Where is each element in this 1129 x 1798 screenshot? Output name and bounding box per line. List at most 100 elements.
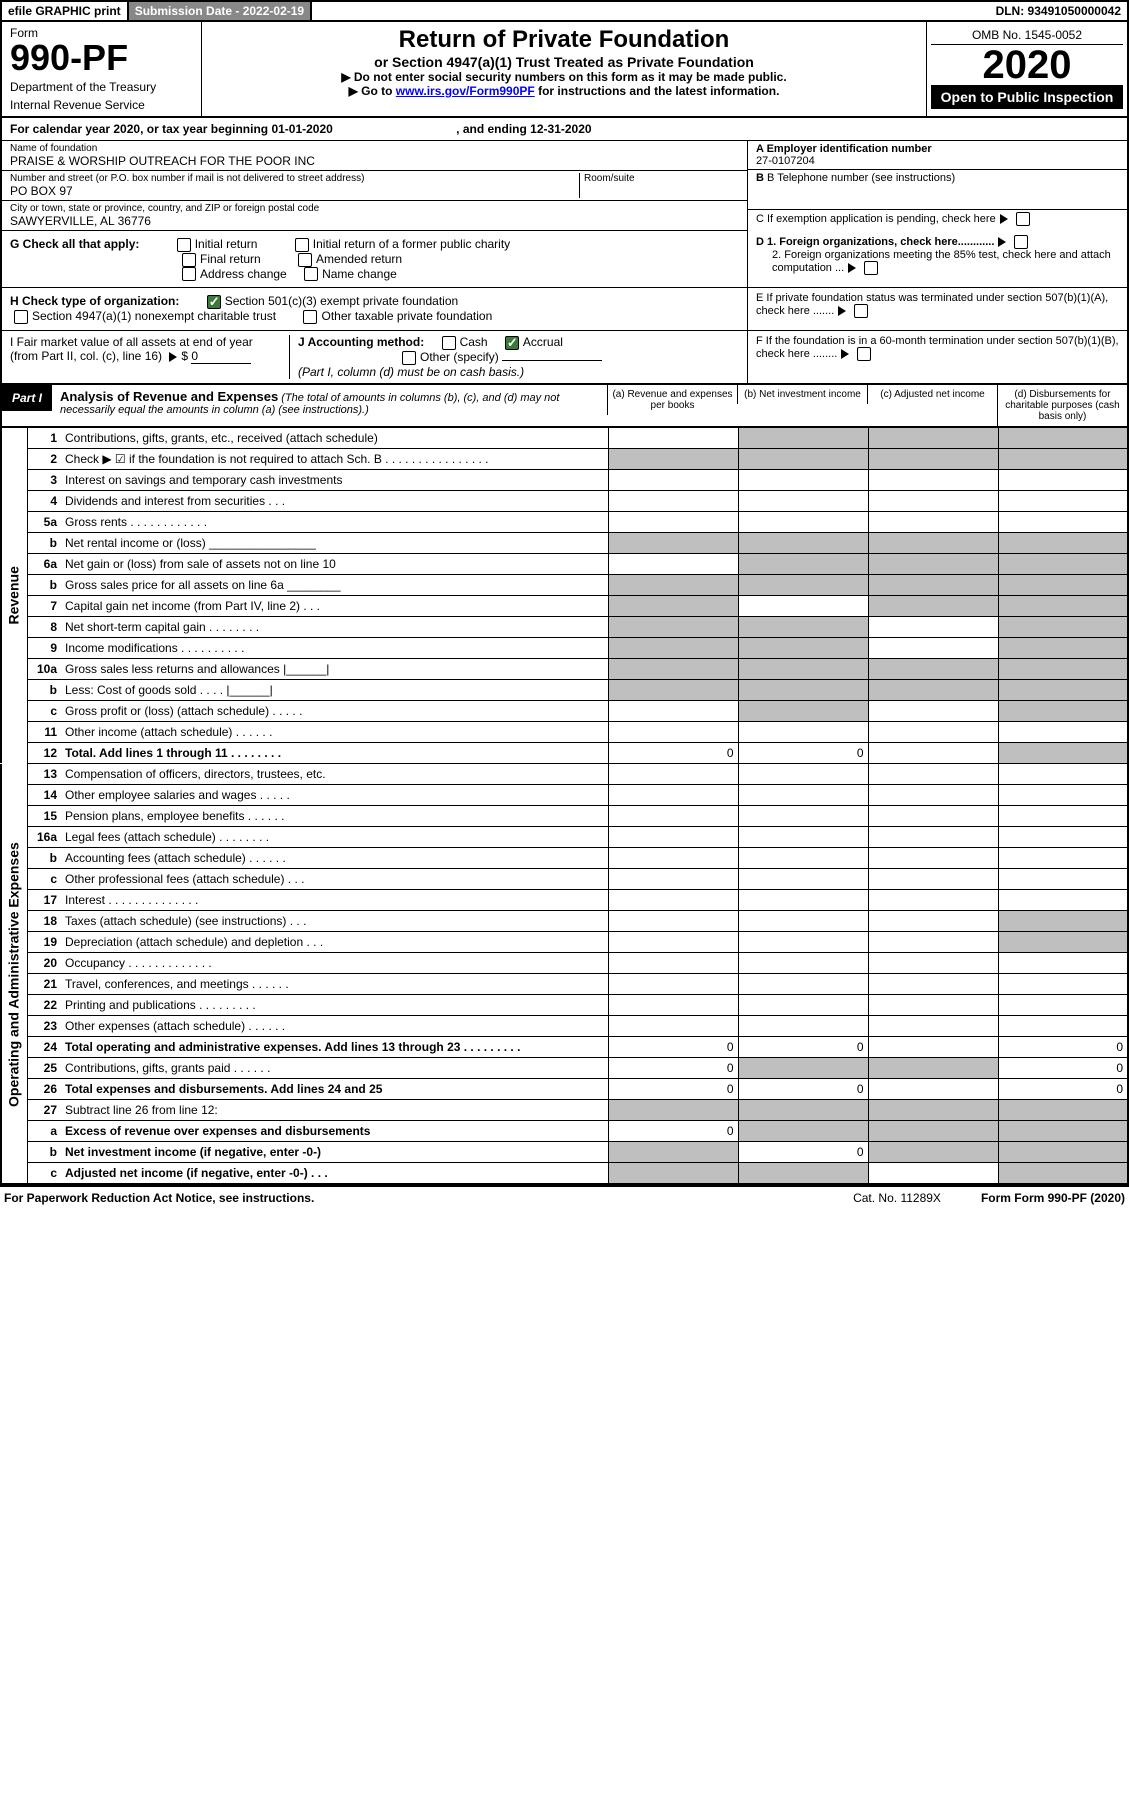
line-number: 3 [27,469,61,490]
line-desc: Dividends and interest from securities .… [61,490,608,511]
cell-c [868,448,998,469]
table-row: 8Net short-term capital gain . . . . . .… [1,616,1128,637]
h-501c3-checkbox[interactable] [207,295,221,309]
line-desc: Interest . . . . . . . . . . . . . . [61,889,608,910]
cell-d [998,952,1128,973]
cell-b [738,700,868,721]
col-a-header: (a) Revenue and expenses per books [607,385,737,415]
f-checkbox[interactable] [857,347,871,361]
h-4947-checkbox[interactable] [14,310,28,324]
cell-c [868,784,998,805]
table-row: bNet rental income or (loss) ___________… [1,532,1128,553]
g-initial-former-checkbox[interactable] [295,238,309,252]
line-desc: Net investment income (if negative, ente… [61,1141,608,1162]
arrow-icon [998,237,1006,247]
cell-c [868,805,998,826]
g-address-checkbox[interactable] [182,267,196,281]
j-accrual-checkbox[interactable] [505,336,519,350]
cell-b [738,595,868,616]
table-row: 26Total expenses and disbursements. Add … [1,1078,1128,1099]
line-desc: Compensation of officers, directors, tru… [61,764,608,785]
col-d-header: (d) Disbursements for charitable purpose… [997,385,1127,426]
cell-a [608,1141,738,1162]
cell-d [998,847,1128,868]
irs-link[interactable]: www.irs.gov/Form990PF [396,84,535,98]
section-h: H Check type of organization: Section 50… [2,288,747,330]
cell-c [868,973,998,994]
form-header: Form 990-PF Department of the Treasury I… [0,22,1129,118]
line-desc: Travel, conferences, and meetings . . . … [61,973,608,994]
table-row: 12Total. Add lines 1 through 11 . . . . … [1,742,1128,763]
line-number: 24 [27,1036,61,1057]
cell-c [868,469,998,490]
cell-a [608,448,738,469]
j-cash-checkbox[interactable] [442,336,456,350]
table-row: 17Interest . . . . . . . . . . . . . . [1,889,1128,910]
table-row: bAccounting fees (attach schedule) . . .… [1,847,1128,868]
cell-a [608,826,738,847]
line-desc: Contributions, gifts, grants, etc., rece… [61,428,608,449]
cell-b [738,1057,868,1078]
cell-c [868,1141,998,1162]
cell-b: 0 [738,1141,868,1162]
table-row: 18Taxes (attach schedule) (see instructi… [1,910,1128,931]
g-final-checkbox[interactable] [182,253,196,267]
cell-b [738,805,868,826]
cell-a [608,532,738,553]
cell-c [868,868,998,889]
address: PO BOX 97 [10,184,579,198]
cell-b [738,826,868,847]
cell-b [738,428,868,449]
c-pending: C If exemption application is pending, c… [756,213,996,225]
d1-checkbox[interactable] [1014,235,1028,249]
addr-label: Number and street (or P.O. box number if… [10,173,579,184]
cell-b [738,511,868,532]
line-number: c [27,1162,61,1184]
g-name-checkbox[interactable] [304,267,318,281]
line-number: b [27,532,61,553]
e-checkbox[interactable] [854,304,868,318]
line-desc: Capital gain net income (from Part IV, l… [61,595,608,616]
table-row: cOther professional fees (attach schedul… [1,868,1128,889]
cell-d [998,448,1128,469]
table-row: bNet investment income (if negative, ent… [1,1141,1128,1162]
cell-c [868,1057,998,1078]
cell-d [998,1015,1128,1036]
table-row: 11Other income (attach schedule) . . . .… [1,721,1128,742]
line-desc: Gross rents . . . . . . . . . . . . [61,511,608,532]
cell-b [738,952,868,973]
line-number: 16a [27,826,61,847]
d2-checkbox[interactable] [864,261,878,275]
cell-c [868,574,998,595]
cell-c [868,616,998,637]
cell-c [868,700,998,721]
form-subtitle: or Section 4947(a)(1) Trust Treated as P… [210,54,918,70]
table-row: 21Travel, conferences, and meetings . . … [1,973,1128,994]
cell-b [738,490,868,511]
g-initial-checkbox[interactable] [177,238,191,252]
line-number: 19 [27,931,61,952]
c-checkbox[interactable] [1016,212,1030,226]
h-other-checkbox[interactable] [303,310,317,324]
arrow-icon [838,306,846,316]
line-desc: Depreciation (attach schedule) and deple… [61,931,608,952]
line-number: b [27,1141,61,1162]
line-desc: Other income (attach schedule) . . . . .… [61,721,608,742]
cell-b [738,973,868,994]
section-i: I Fair market value of all assets at end… [10,335,290,379]
line-number: b [27,574,61,595]
form-number: 990-PF [10,40,193,76]
cell-a [608,952,738,973]
line-number: 27 [27,1099,61,1120]
g-amended-checkbox[interactable] [298,253,312,267]
cell-a: 0 [608,1078,738,1099]
top-bar: efile GRAPHIC print Submission Date - 20… [0,0,1129,22]
cell-a [608,469,738,490]
j-note: (Part I, column (d) must be on cash basi… [298,365,524,379]
line-number: 6a [27,553,61,574]
j-other-checkbox[interactable] [402,351,416,365]
cell-c [868,553,998,574]
cell-b [738,721,868,742]
table-row: 10aGross sales less returns and allowanc… [1,658,1128,679]
cell-c [868,764,998,785]
